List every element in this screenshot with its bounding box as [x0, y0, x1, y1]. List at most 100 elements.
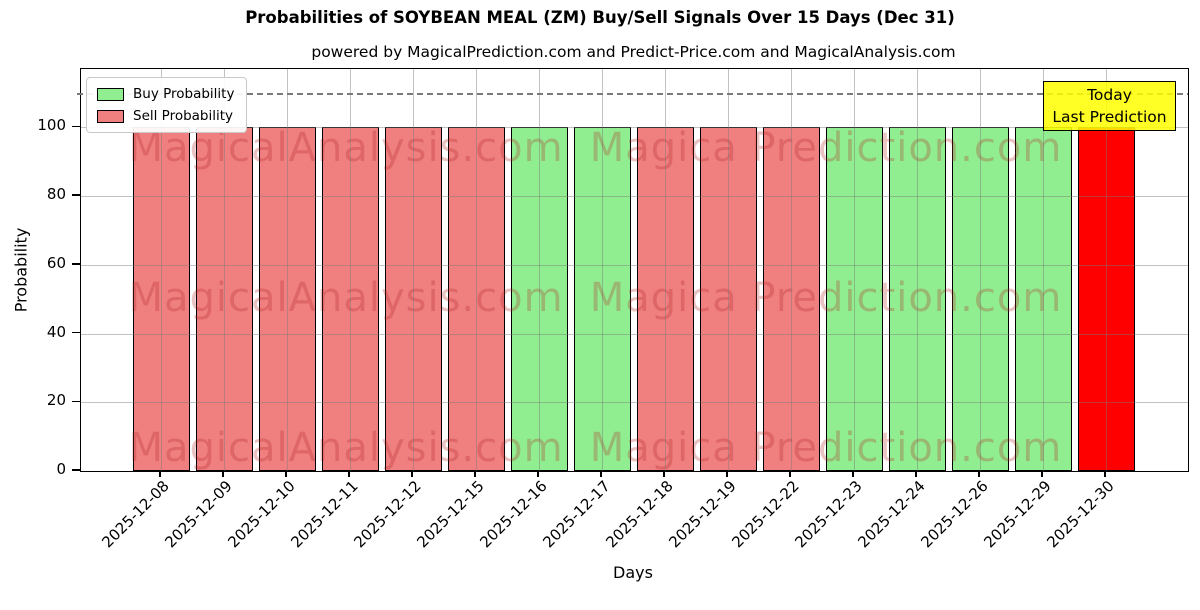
x-tick-mark	[474, 470, 476, 477]
x-tick-label: 2025-12-09	[161, 477, 236, 552]
y-tick-label: 60	[46, 253, 66, 272]
x-gridline	[664, 69, 666, 471]
watermark-text: Magica Prediction.com	[589, 125, 1063, 171]
plot-area: Buy Probability Sell Probability Today L…	[77, 68, 1189, 472]
threshold-dashed-line	[77, 93, 1188, 95]
x-tick-label: 2025-12-18	[602, 477, 677, 552]
bar-buy	[573, 127, 631, 471]
x-tick-mark	[726, 470, 728, 477]
x-tick-mark	[348, 470, 350, 477]
x-gridline	[853, 69, 855, 471]
x-tick-mark	[789, 470, 791, 477]
x-gridline	[979, 69, 981, 471]
bar-sell	[195, 127, 253, 471]
bar-buy	[888, 127, 946, 471]
x-tick-mark	[978, 470, 980, 477]
bar-buy	[951, 127, 1009, 471]
x-gridline	[1042, 69, 1044, 471]
x-tick-label: 2025-12-24	[854, 477, 929, 552]
chart-subtitle: powered by MagicalPrediction.com and Pre…	[311, 43, 956, 61]
bar-buy	[510, 127, 568, 471]
x-gridline	[286, 69, 288, 471]
x-tick-label: 2025-12-16	[476, 477, 551, 552]
legend-label-sell: Sell Probability	[133, 108, 234, 124]
bar-sell	[258, 127, 316, 471]
bar-sell	[321, 127, 379, 471]
chart-title: Probabilities of SOYBEAN MEAL (ZM) Buy/S…	[245, 8, 955, 27]
x-tick-mark	[411, 470, 413, 477]
today-annotation-line1: Today	[1087, 85, 1132, 104]
legend-item-sell: Sell Probability	[97, 108, 234, 124]
bar-today	[1077, 127, 1135, 471]
bar-sell	[384, 127, 442, 471]
x-tick-label: 2025-12-17	[539, 477, 614, 552]
x-tick-mark	[1041, 470, 1043, 477]
y-axis-label: Probability	[11, 227, 31, 313]
x-tick-label: 2025-12-10	[224, 477, 299, 552]
x-gridline	[475, 69, 477, 471]
x-tick-label: 2025-12-22	[728, 477, 803, 552]
x-gridline	[916, 69, 918, 471]
x-tick-mark	[663, 470, 665, 477]
y-tick-mark	[72, 400, 80, 403]
x-tick-mark	[537, 470, 539, 477]
watermark-text: Magica Prediction.com	[589, 425, 1063, 471]
x-tick-label: 2025-12-08	[98, 477, 173, 552]
x-gridline	[349, 69, 351, 471]
x-tick-mark	[915, 470, 917, 477]
bar-buy	[1014, 127, 1072, 471]
legend-item-buy: Buy Probability	[97, 86, 234, 102]
legend-swatch-buy-icon	[97, 87, 124, 101]
x-gridline	[727, 69, 729, 471]
y-tick-mark	[72, 331, 80, 334]
y-gridline	[81, 196, 1188, 198]
bar-buy	[825, 127, 883, 471]
x-gridline	[223, 69, 225, 471]
y-tick-label: 20	[46, 391, 66, 410]
legend-swatch-sell-icon	[97, 109, 124, 123]
y-tick-mark	[72, 469, 80, 471]
y-tick-mark	[72, 194, 80, 196]
x-tick-mark	[600, 470, 602, 477]
x-gridline	[1105, 69, 1107, 471]
x-tick-label: 2025-12-19	[665, 477, 740, 552]
bar-sell	[132, 127, 190, 471]
legend-label-buy: Buy Probability	[133, 86, 235, 102]
x-tick-mark	[1104, 470, 1106, 477]
x-tick-label: 2025-12-11	[287, 477, 362, 552]
x-tick-label: 2025-12-29	[980, 477, 1055, 552]
y-gridline	[81, 264, 1188, 266]
y-tick-mark	[72, 263, 80, 265]
y-gridline	[81, 333, 1188, 335]
y-gridline	[81, 402, 1188, 404]
x-axis-label: Days	[613, 563, 653, 582]
x-tick-mark	[159, 470, 161, 477]
today-annotation-line2: Last Prediction	[1052, 108, 1167, 126]
y-gridline	[81, 127, 1188, 129]
x-gridline	[412, 69, 414, 471]
today-annotation: Today Last Prediction	[1043, 81, 1176, 131]
x-tick-label: 2025-12-23	[791, 477, 866, 552]
watermark-text: MagicalAnalysis.com	[128, 275, 564, 321]
x-tick-label: 2025-12-15	[413, 477, 488, 552]
x-tick-mark	[852, 470, 854, 477]
x-gridline	[538, 69, 540, 471]
bar-sell	[447, 127, 505, 471]
x-tick-label: 2025-12-30	[1043, 477, 1118, 552]
watermark-text: Magica Prediction.com	[589, 275, 1063, 321]
y-tick-mark	[72, 125, 80, 128]
x-tick-label: 2025-12-26	[917, 477, 992, 552]
x-tick-label: 2025-12-12	[350, 477, 425, 552]
y-tick-label: 80	[46, 185, 66, 204]
x-gridline	[790, 69, 792, 471]
y-tick-label: 100	[37, 116, 66, 135]
watermark-text: MagicalAnalysis.com	[128, 425, 564, 471]
bar-sell	[762, 127, 820, 471]
x-gridline	[160, 69, 162, 471]
y-tick-label: 0	[56, 460, 66, 478]
x-tick-mark	[222, 470, 224, 477]
x-tick-mark	[285, 470, 287, 477]
x-gridline	[601, 69, 603, 471]
y-tick-label: 40	[46, 322, 66, 341]
